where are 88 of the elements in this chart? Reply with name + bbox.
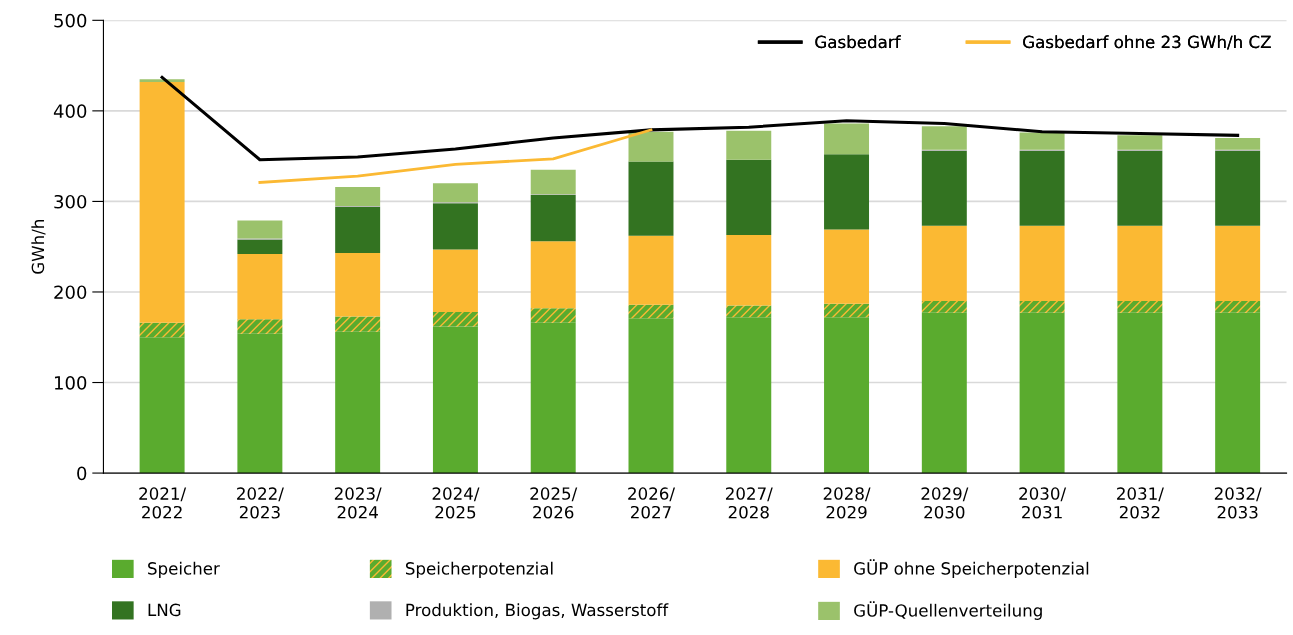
legend-label: Produktion, Biogas, Wasserstoff: [406, 603, 669, 620]
bar: [432, 311, 478, 327]
bar: [1117, 135, 1163, 150]
bar: [139, 337, 185, 474]
bar: [1019, 150, 1065, 226]
x-tick-label: 2028/ 2029: [823, 487, 871, 519]
x-tick-label: 2032/ 2033: [1214, 487, 1262, 519]
bar: [1117, 150, 1163, 226]
bar: [921, 126, 967, 150]
bar: [237, 333, 283, 474]
bar: [921, 225, 967, 302]
x-tick-label: 2023/ 2024: [334, 487, 382, 519]
bar: [237, 319, 283, 334]
bar: [139, 79, 185, 82]
bar: [824, 303, 870, 318]
bar: [628, 131, 674, 162]
y-tick-label: 100: [54, 375, 87, 390]
x-tick-label: 2031/ 2032: [1117, 487, 1164, 519]
bar: [628, 304, 674, 319]
x-tick-label: 2029/ 2030: [921, 487, 969, 519]
bar: [921, 301, 967, 313]
bar: [1117, 301, 1163, 313]
bar: [335, 316, 381, 332]
bar: [726, 159, 772, 235]
bar: [1215, 150, 1261, 226]
y-tick-label: 200: [54, 285, 87, 300]
bar: [921, 150, 967, 226]
bar: [530, 169, 576, 195]
bar: [237, 253, 283, 320]
bar: [824, 154, 870, 230]
bar: [237, 220, 283, 239]
bar: [628, 235, 674, 305]
legend-label: GÜP-Quellenverteilung: [854, 601, 1042, 620]
bar: [139, 322, 185, 338]
legend-label: Speicher: [148, 561, 220, 578]
bar: [1215, 301, 1261, 313]
bar: [921, 312, 967, 474]
bar: [628, 318, 674, 474]
x-tick-label: 2025/ 2026: [530, 487, 578, 519]
bar: [1019, 301, 1065, 313]
bar: [432, 183, 478, 203]
y-axis-title: GWh/h: [31, 220, 46, 274]
bar: [432, 326, 478, 474]
bar: [628, 161, 674, 236]
x-tick-label: 2030/ 2031: [1019, 487, 1067, 519]
y-tick-label: 400: [53, 104, 87, 118]
bar: [1215, 138, 1261, 150]
bar: [1019, 132, 1065, 150]
line-series: [160, 75, 1240, 162]
bar: [237, 239, 283, 254]
bar: [726, 234, 772, 306]
bar: [530, 241, 576, 309]
legend-label: Gasbedarf: [815, 35, 901, 49]
bar: [530, 322, 576, 474]
bar: [530, 308, 576, 323]
bar: [824, 229, 870, 304]
bar: [335, 331, 381, 474]
bar: [1117, 225, 1163, 302]
bar: [726, 305, 772, 318]
bar: [726, 130, 772, 160]
x-tick-label: 2026/ 2027: [628, 487, 675, 519]
legend-label: LNG: [148, 603, 181, 617]
bar: [530, 195, 576, 242]
bar: [824, 317, 870, 474]
bar: [1019, 225, 1065, 302]
legend-label: Speicherpotenzial: [405, 561, 553, 578]
y-tick-label: 300: [54, 194, 87, 209]
bar: [824, 123, 870, 155]
x-tick-label: 2027/ 2028: [725, 487, 773, 519]
bar: [335, 206, 381, 254]
bar: [1215, 312, 1261, 474]
x-tick-label: 2021/ 2022: [139, 487, 187, 519]
bar: [1117, 312, 1163, 474]
bar: [1215, 225, 1261, 302]
bar: [139, 81, 185, 323]
legend-label: GÜP ohne Speicherpotenzial: [854, 559, 1089, 578]
bar: [432, 203, 478, 250]
x-tick-label: 2022/ 2023: [237, 487, 284, 519]
bar: [726, 317, 772, 474]
bar: [432, 249, 478, 312]
bar: [335, 186, 381, 206]
x-tick-label: 2024/ 2025: [432, 487, 480, 519]
y-tick-label: 500: [54, 13, 87, 28]
y-tick-label: 0: [77, 466, 87, 481]
bar: [1019, 312, 1065, 474]
bar: [335, 253, 381, 317]
legend-label: Gasbedarf ohne 23 GWh/h CZ: [1023, 35, 1271, 50]
line-series: [258, 128, 653, 184]
